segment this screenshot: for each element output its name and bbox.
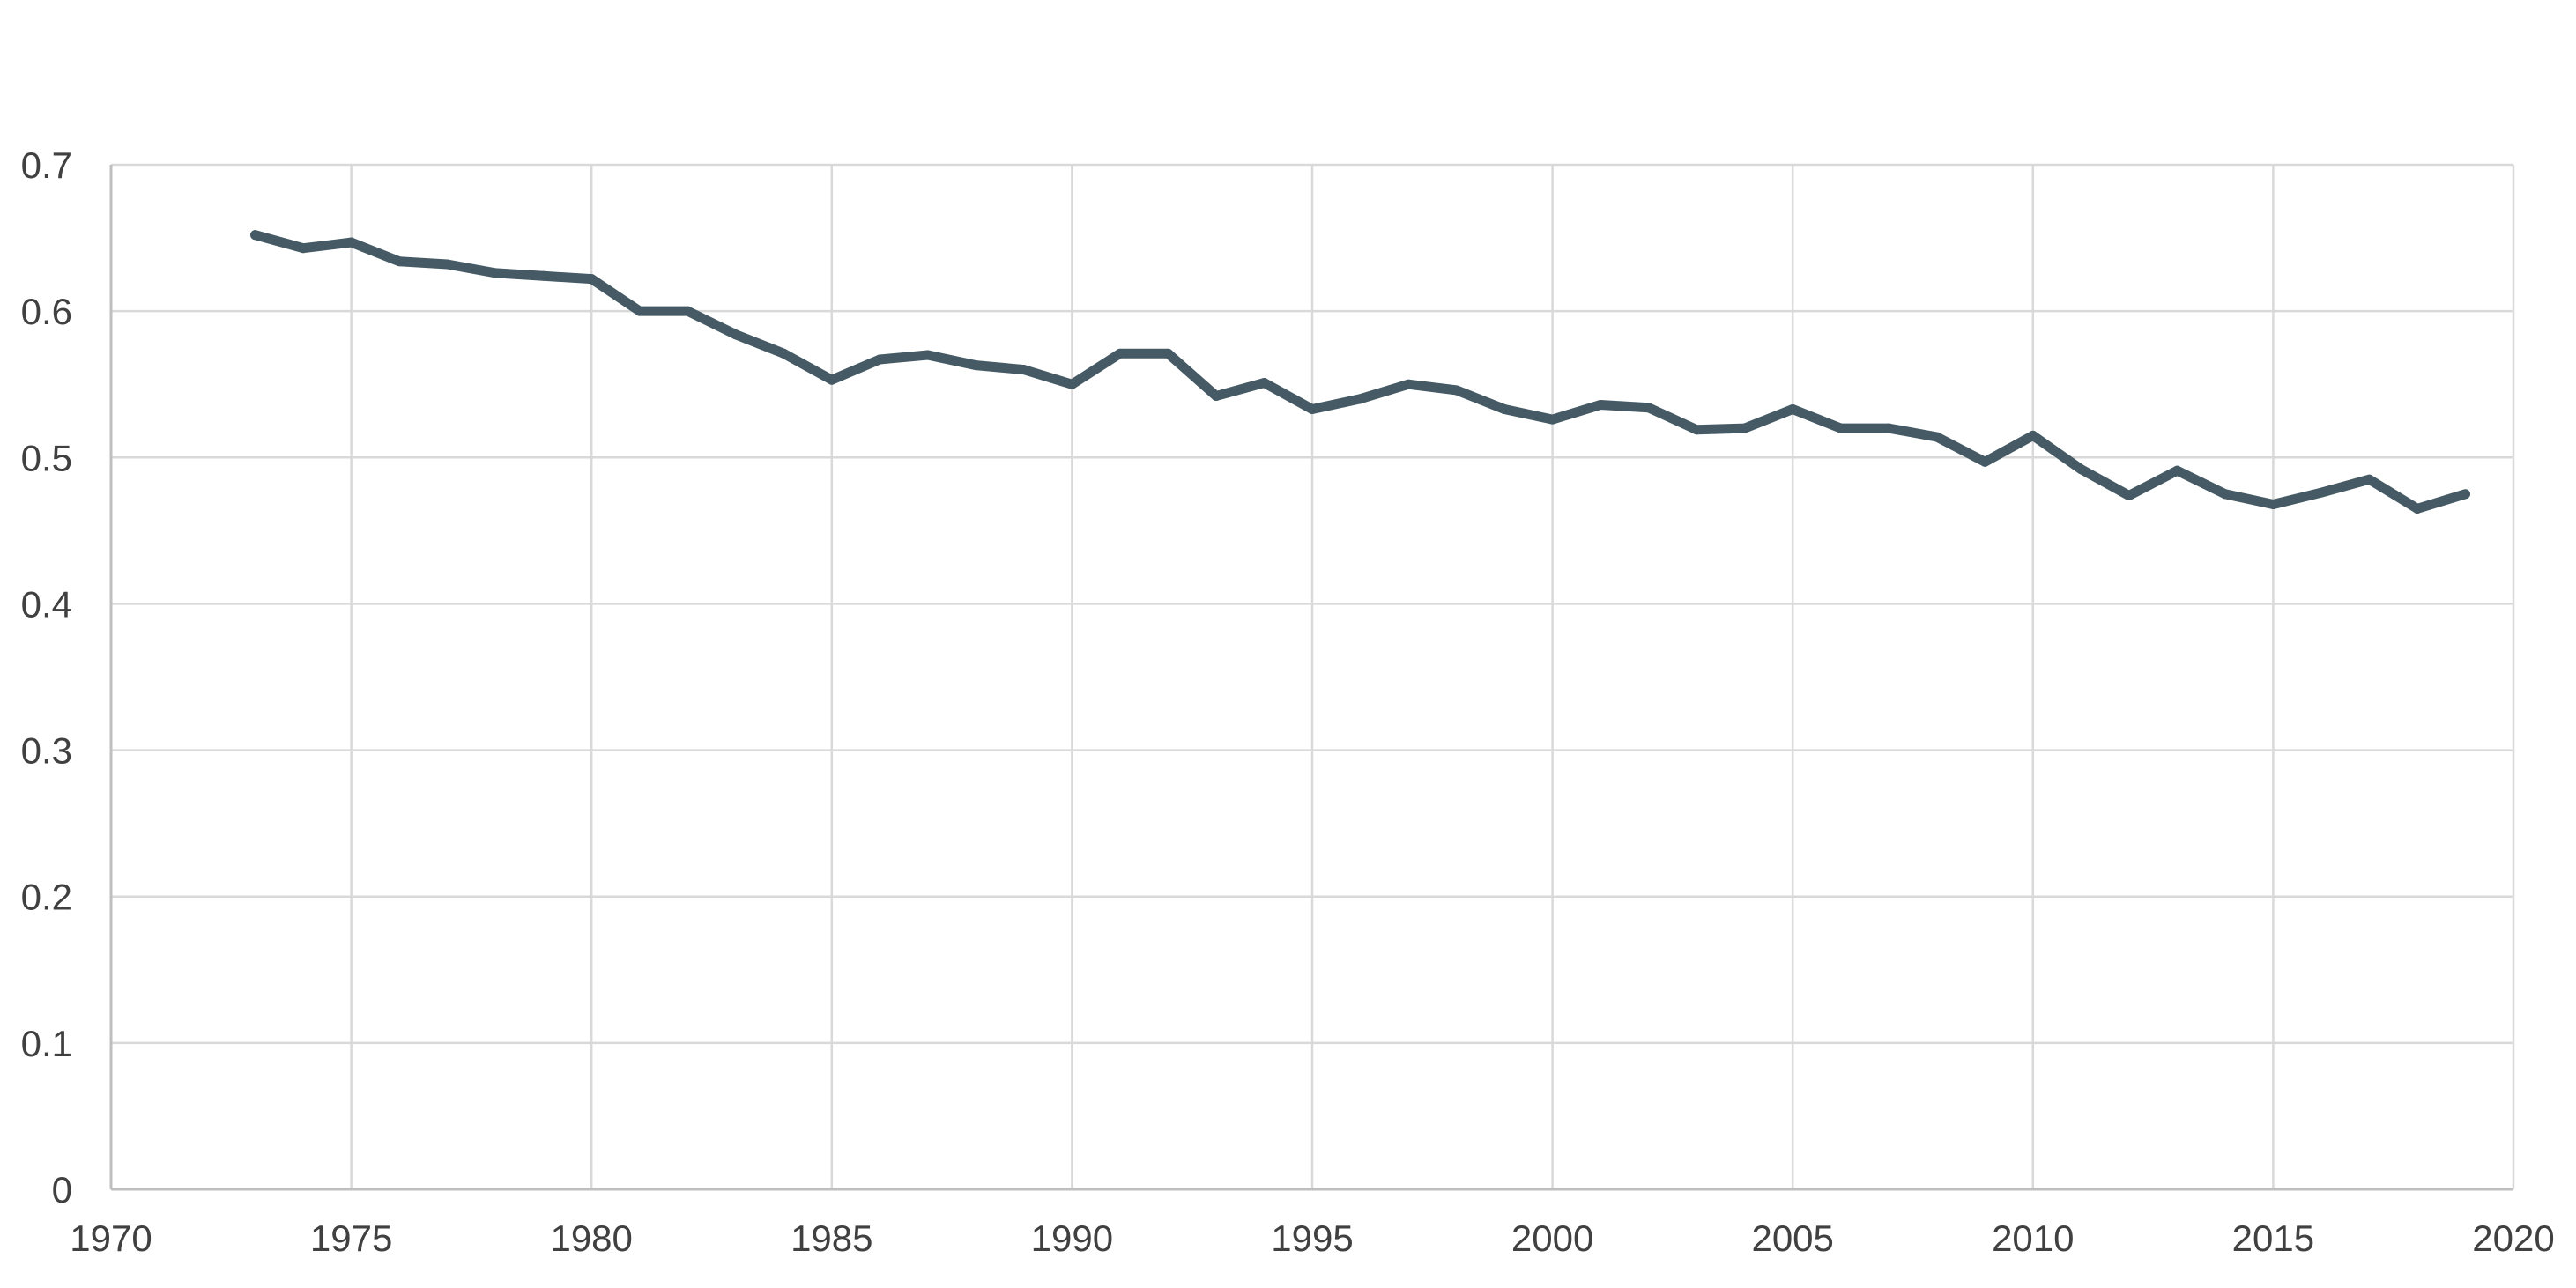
data-point — [827, 374, 837, 385]
y-tick-label: 0 — [52, 1169, 72, 1210]
data-point — [490, 268, 501, 278]
data-point — [1258, 378, 1269, 389]
data-point — [1066, 379, 1077, 389]
data-point — [1355, 394, 1366, 404]
data-point — [2268, 499, 2278, 509]
data-point — [923, 350, 933, 360]
data-point — [1787, 403, 1798, 414]
data-point — [1307, 403, 1318, 414]
data-point — [1499, 403, 1510, 414]
data-point — [1548, 414, 1558, 425]
data-point — [2412, 503, 2423, 514]
x-tick-label: 1985 — [791, 1218, 872, 1259]
data-point — [1403, 379, 1414, 389]
data-point — [1115, 348, 1125, 359]
data-point — [874, 354, 885, 365]
axis-layer — [109, 165, 2513, 1191]
grid-layer — [111, 163, 2515, 1189]
data-point — [538, 270, 549, 281]
data-point — [1979, 456, 1990, 467]
x-tick-label: 2010 — [1992, 1218, 2074, 1259]
data-point — [778, 348, 789, 359]
x-tick-label: 1975 — [310, 1218, 392, 1259]
data-point — [2316, 487, 2327, 498]
y-tick-label: 0.3 — [21, 730, 72, 772]
data-point — [2075, 464, 2086, 475]
data-point — [1211, 391, 1221, 402]
data-point — [635, 306, 645, 316]
data-point — [1162, 348, 1173, 359]
data-point — [2028, 430, 2038, 440]
data-point — [731, 329, 741, 340]
y-tick-label: 0.1 — [21, 1023, 72, 1064]
y-tick-label: 0.4 — [21, 583, 72, 625]
series-line — [250, 230, 2470, 514]
y-tick-label: 0.5 — [21, 437, 72, 478]
x-tick-label: 1990 — [1031, 1218, 1113, 1259]
x-tick-label: 2020 — [2472, 1218, 2554, 1259]
data-point — [1691, 425, 1702, 435]
y-tick-label: 0.2 — [21, 877, 72, 918]
data-point — [1836, 423, 1846, 433]
data-point — [1644, 403, 1654, 413]
data-point — [682, 306, 693, 316]
y-tick-label: 0.6 — [21, 291, 72, 332]
data-point — [346, 237, 357, 248]
x-tick-label: 1980 — [550, 1218, 632, 1259]
data-point — [250, 230, 261, 241]
data-point — [2220, 489, 2231, 500]
series-layer — [250, 230, 2470, 514]
data-point — [1595, 399, 1606, 410]
data-point — [1932, 432, 1942, 442]
data-point — [1019, 365, 1029, 375]
data-point — [394, 256, 405, 267]
data-point — [2364, 474, 2374, 485]
x-tick-label: 2005 — [1751, 1218, 1833, 1259]
data-point — [586, 274, 597, 285]
data-point — [2460, 489, 2470, 500]
x-tick-label: 2015 — [2232, 1218, 2314, 1259]
data-point — [1451, 385, 1462, 396]
data-point — [298, 243, 308, 254]
tick-labels-layer: 0 0.1 0.2 0.3 0.4 0.5 0.6 0.7 1970 1975 1980 1985 19… — [21, 144, 2555, 1259]
data-point — [2171, 465, 2182, 476]
x-tick-label: 2000 — [1511, 1218, 1593, 1259]
x-tick-label: 1970 — [70, 1218, 152, 1259]
data-point — [442, 259, 453, 270]
x-tick-label: 1995 — [1271, 1218, 1353, 1259]
data-point — [2124, 490, 2134, 500]
data-point — [1883, 423, 1894, 433]
y-tick-label: 0.7 — [21, 144, 72, 186]
data-point — [970, 360, 981, 371]
data-point — [1740, 423, 1750, 433]
